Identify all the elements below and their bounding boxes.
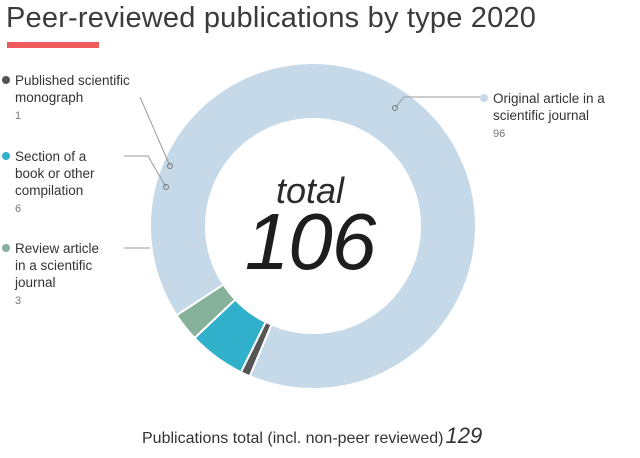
legend-label-monograph: Published scientific monograph (15, 73, 130, 105)
legend-value-original-article: 96 (493, 128, 506, 140)
leader-book-section (124, 155, 167, 188)
center-total-label: total (275, 170, 345, 211)
legend-swatch-book-section (2, 152, 10, 160)
legend-item-original-article: Original article in a scientific journal… (480, 90, 630, 143)
footer-value: 129 (445, 423, 483, 448)
chart-title: Peer-reviewed publications by type 2020 (6, 2, 537, 34)
title-accent-bar (7, 42, 99, 48)
leader-monograph (139, 96, 171, 167)
leader-original-article (394, 96, 480, 109)
center-total-value: 106 (244, 197, 376, 286)
slice-original-article (149, 62, 477, 390)
legend-value-monograph: 1 (15, 110, 22, 122)
legend-swatch-monograph (2, 76, 10, 84)
legend-item-book-section: Section of a book or other compilation 6 (2, 148, 95, 218)
footer-total: Publications total (incl. non-peer revie… (142, 423, 482, 449)
legend-label-book-section: Section of a book or other compilation (15, 149, 95, 198)
leader-original-article-dot (392, 105, 398, 111)
legend-item-review-article: Review article in a scientific journal 3 (2, 240, 99, 310)
leader-book-section-dot (163, 184, 169, 190)
legend-label-original-article: Original article in a scientific journal (493, 91, 605, 123)
footer-label: Publications total (incl. non-peer revie… (142, 430, 444, 447)
legend-value-review-article: 3 (15, 295, 22, 307)
leader-monograph-dot (167, 163, 173, 169)
slice-review-article (175, 283, 237, 340)
legend-item-monograph: Published scientific monograph 1 (2, 72, 130, 125)
legend-swatch-original-article (480, 94, 488, 102)
legend-swatch-review-article (2, 244, 10, 252)
legend-value-book-section: 6 (15, 203, 22, 215)
legend-label-review-article: Review article in a scientific journal (15, 241, 100, 290)
